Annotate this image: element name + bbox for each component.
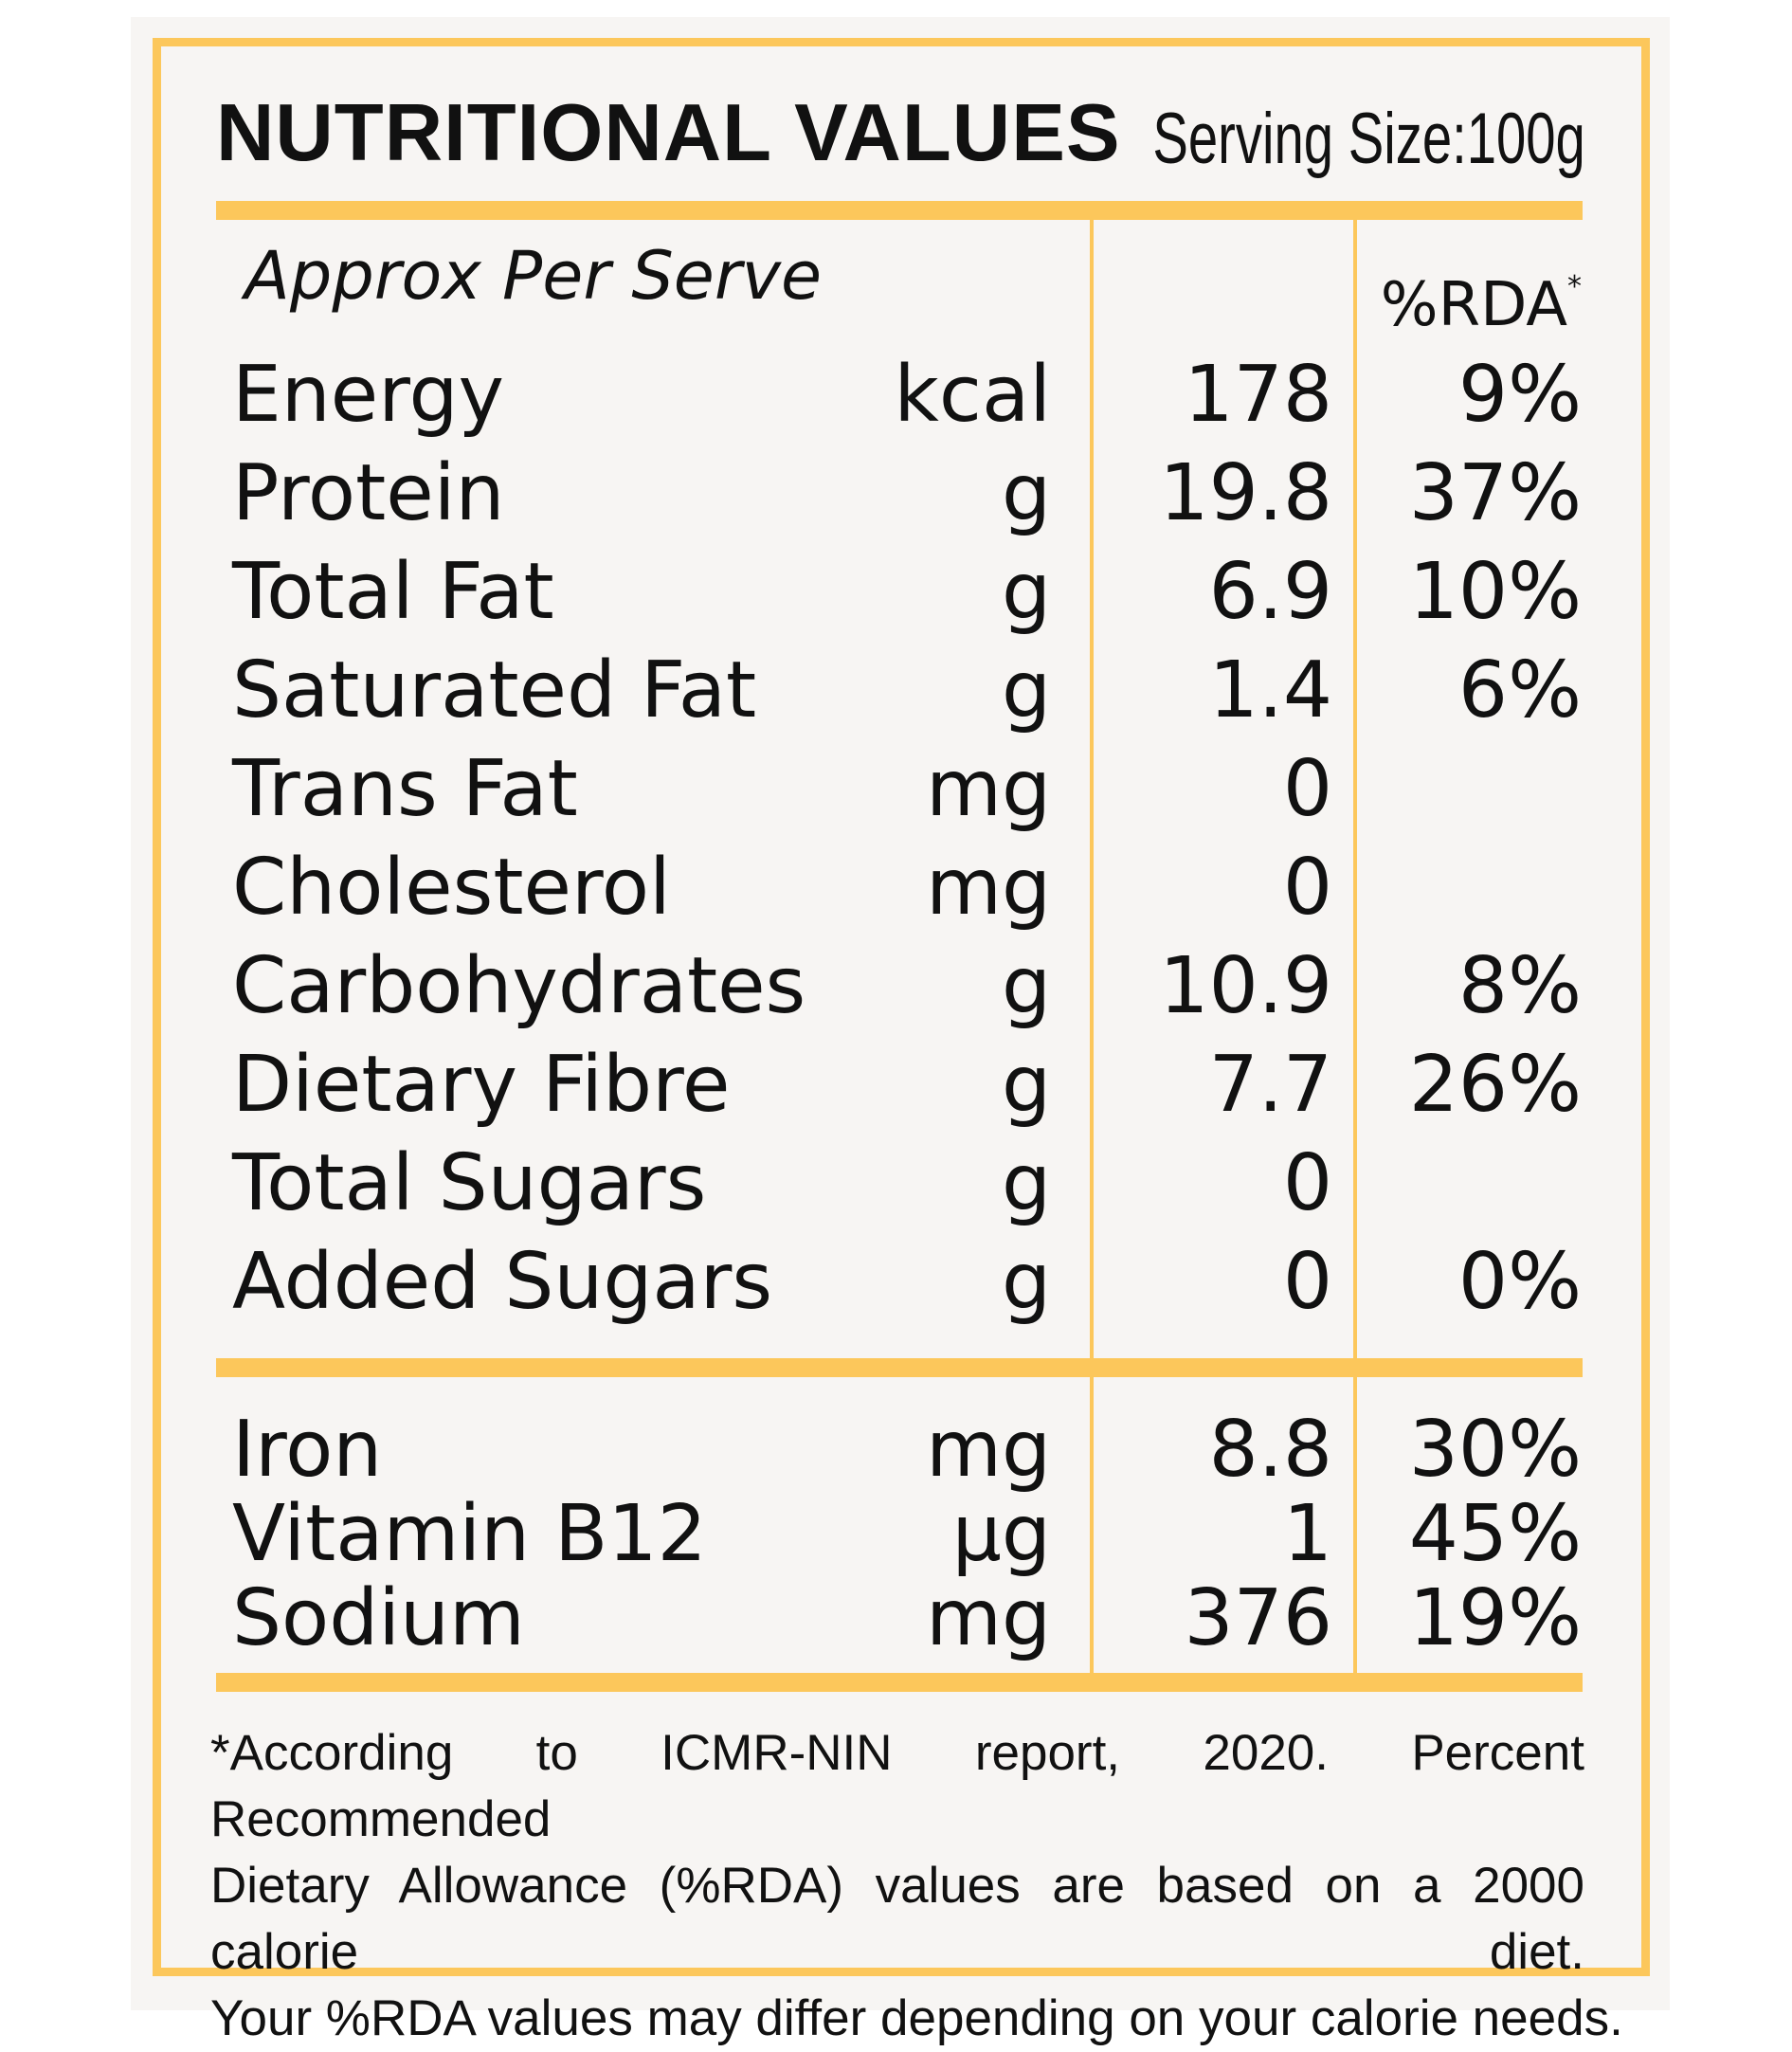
nutrient-value: 8.8 [1208,1405,1332,1495]
table-row: Total Sugars g 0 [0,1141,1792,1226]
nutrient-name: Energy [232,350,505,440]
nutrient-unit: g [1001,1138,1051,1228]
nutrient-value: 1 [1282,1489,1332,1579]
nutrient-unit: mg [926,744,1051,834]
nutrient-name: Total Fat [232,547,554,637]
rda-column-header: %RDA* [1380,270,1582,340]
nutrient-name: Iron [232,1405,383,1495]
nutrient-rda: 45% [1408,1489,1582,1579]
table-row: Trans Fat mg 0 [0,747,1792,832]
column-divider-4 [1353,1377,1357,1673]
nutrient-name: Carbohydrates [232,941,806,1031]
table-row: Carbohydrates g 10.9 8% [0,944,1792,1029]
nutrient-rda: 19% [1408,1573,1582,1663]
nutrient-rda: 6% [1457,645,1582,735]
table-row: Dietary Fibre g 7.7 26% [0,1043,1792,1128]
nutrient-unit: mg [926,1573,1051,1663]
column-divider-1 [1090,220,1094,1358]
nutrient-unit: g [1001,1040,1051,1130]
panel-title: NUTRITIONAL VALUES [216,88,1121,178]
nutrient-name: Cholesterol [232,843,671,933]
nutrient-value: 0 [1282,744,1332,834]
nutrient-name: Dietary Fibre [232,1040,731,1130]
nutrient-unit: mg [926,1405,1051,1495]
footnote-line-1: *According to ICMR-NIN report, 2020. Per… [210,1725,1584,1847]
table-row: Added Sugars g 0 0% [0,1240,1792,1325]
nutrient-rda: 37% [1408,448,1582,538]
nutrient-value: 0 [1282,843,1332,933]
divider-top [216,201,1583,220]
footnote-line-3: Your %RDA values may differ depending on… [210,1990,1623,2046]
table-row: Saturated Fat g 1.4 6% [0,648,1792,734]
nutrient-unit: g [1001,448,1051,538]
table-row: Total Fat g 6.9 10% [0,550,1792,635]
nutrient-value: 19.8 [1159,448,1332,538]
nutrient-value: 0 [1282,1237,1332,1327]
nutrient-value: 6.9 [1208,547,1332,637]
nutrient-unit: µg [951,1489,1051,1579]
nutrient-rda: 30% [1408,1405,1582,1495]
nutrient-value: 1.4 [1208,645,1332,735]
rda-asterisk: * [1567,270,1582,303]
nutrient-value: 7.7 [1208,1040,1332,1130]
table-row: Sodium mg 376 19% [0,1576,1792,1662]
table-row: Iron mg 8.8 30% [0,1407,1792,1493]
nutrient-value: 10.9 [1159,941,1332,1031]
approx-per-serve-label: Approx Per Serve [244,237,823,315]
footnote-line-2: Dietary Allowance (%RDA) values are base… [210,1858,1584,1980]
nutrient-unit: g [1001,941,1051,1031]
table-row: Vitamin B12 µg 1 45% [0,1492,1792,1577]
footnote: *According to ICMR-NIN report, 2020. Per… [210,1720,1623,2052]
nutrient-value: 178 [1184,350,1332,440]
nutrient-name: Sodium [232,1573,525,1663]
nutrient-unit: mg [926,843,1051,933]
nutrient-value: 376 [1184,1573,1332,1663]
table-row: Protein g 19.8 37% [0,451,1792,536]
card-border [153,38,1650,1976]
nutrient-rda: 0% [1457,1237,1582,1327]
nutrient-name: Saturated Fat [232,645,757,735]
nutrient-name: Vitamin B12 [232,1489,707,1579]
nutrient-value: 0 [1282,1138,1332,1228]
nutrient-rda: 26% [1408,1040,1582,1130]
nutrient-name: Trans Fat [232,744,578,834]
nutrient-unit: g [1001,547,1051,637]
divider-middle [216,1358,1583,1377]
column-divider-2 [1353,220,1357,1358]
column-divider-3 [1090,1377,1094,1673]
nutrient-name: Added Sugars [232,1237,773,1327]
serving-size: Serving Size:100g [1152,99,1585,179]
nutrient-unit: g [1001,645,1051,735]
nutrient-rda: 9% [1457,350,1582,440]
nutrient-name: Protein [232,448,505,538]
nutrient-unit: g [1001,1237,1051,1327]
table-row: Cholesterol mg 0 [0,845,1792,931]
nutrient-unit: kcal [894,350,1051,440]
divider-bottom [216,1673,1583,1692]
nutrient-rda: 10% [1408,547,1582,637]
nutrient-name: Total Sugars [232,1138,707,1228]
nutrient-rda: 8% [1457,941,1582,1031]
table-row: Energy kcal 178 9% [0,353,1792,438]
